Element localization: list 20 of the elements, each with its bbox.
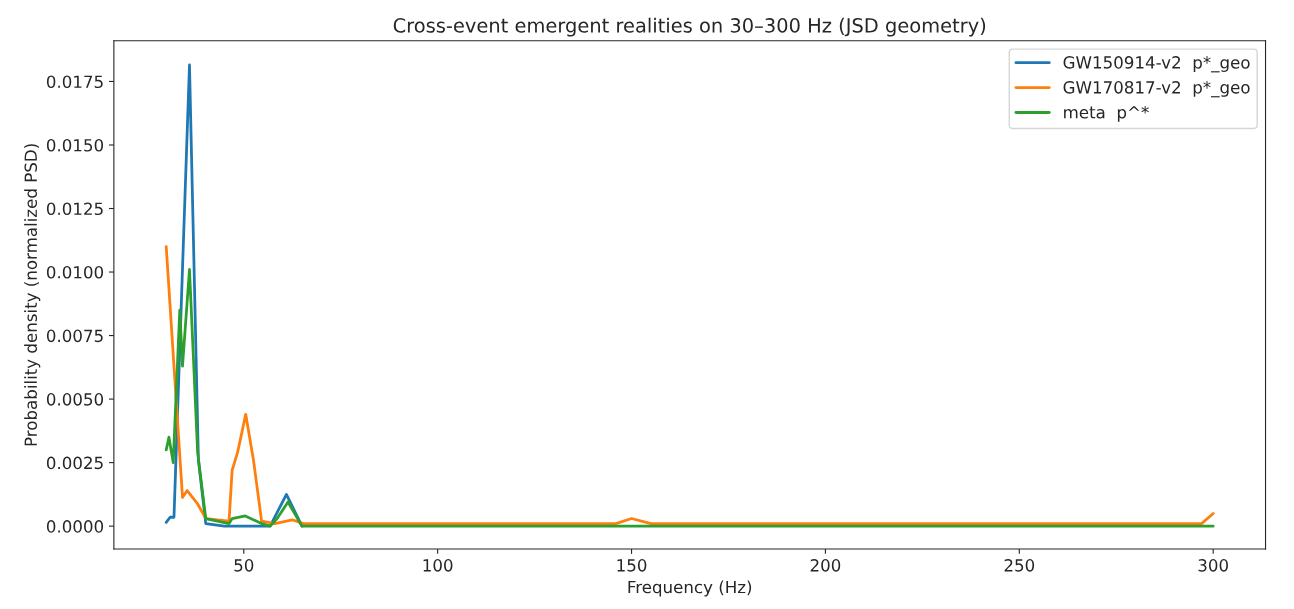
y-tick-label: 0.0150 [46, 138, 104, 152]
legend-label: meta p^* [1064, 105, 1149, 122]
x-tick-label: 50 [234, 559, 254, 572]
y-tick-label: 0.0175 [46, 75, 103, 89]
y-tick-label: 0.0050 [46, 393, 104, 406]
x-tick-label: 200 [810, 559, 841, 572]
x-tick-label: 150 [617, 559, 647, 572]
y-axis-title: Probability density (normalized PSD) [24, 144, 41, 446]
legend-label: GW170817-v2 p*_geo [1063, 81, 1250, 98]
x-axis-title: Frequency (Hz) [628, 580, 752, 597]
legend-label: GW150914-v2 p*_geo [1063, 56, 1250, 73]
y-tick-label: 0.0000 [46, 520, 104, 533]
y-tick-label: 0.0125 [46, 202, 103, 216]
x-tick-label: 250 [1004, 559, 1035, 572]
y-tick-label: 0.0100 [46, 266, 104, 279]
x-tick-label: 100 [423, 559, 453, 572]
x-tick-label: 300 [1198, 559, 1228, 572]
chart-title: Cross-event emergent realities on 30–300 Hz (JSD geometry) [393, 17, 986, 37]
y-tick-label: 0.0075 [46, 329, 103, 343]
y-tick-label: 0.0025 [46, 456, 103, 470]
